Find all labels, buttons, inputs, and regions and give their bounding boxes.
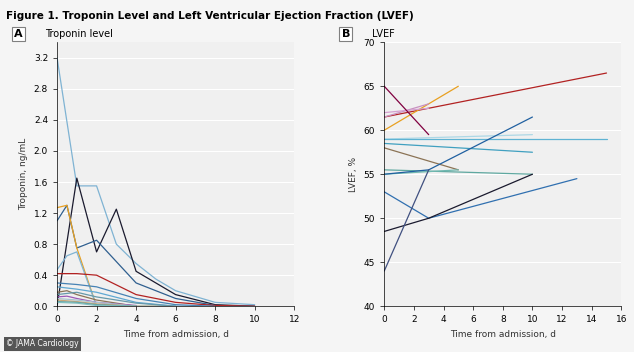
Y-axis label: LVEF, %: LVEF, % [349,157,358,192]
X-axis label: Time from admission, d: Time from admission, d [122,330,229,339]
Text: Troponin level: Troponin level [45,29,113,39]
Y-axis label: Troponin, ng/mL: Troponin, ng/mL [19,138,28,210]
Text: A: A [15,29,23,39]
Text: Figure 1. Troponin Level and Left Ventricular Ejection Fraction (LVEF): Figure 1. Troponin Level and Left Ventri… [6,11,414,20]
Text: LVEF: LVEF [372,29,395,39]
Text: B: B [342,29,350,39]
X-axis label: Time from admission, d: Time from admission, d [450,330,556,339]
Text: © JAMA Cardiology: © JAMA Cardiology [6,339,79,348]
